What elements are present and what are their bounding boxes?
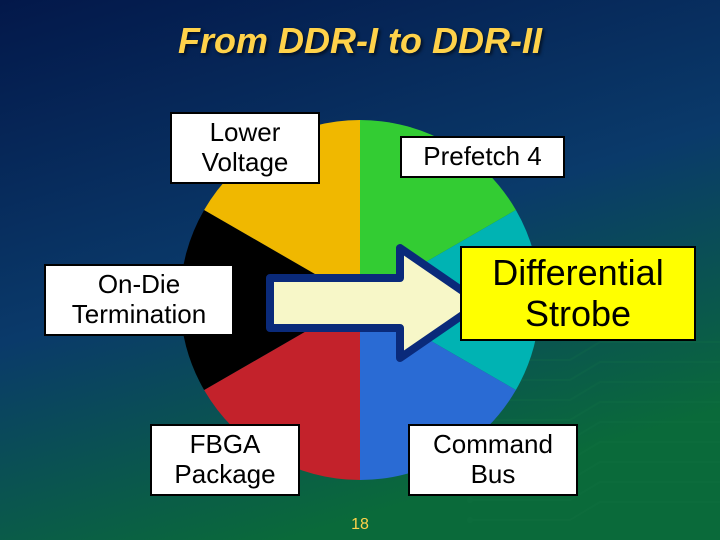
label-text-line: Voltage xyxy=(202,147,289,177)
label-text-line: Lower xyxy=(210,117,281,147)
slide: From DDR-I to DDR-II LowerVoltage Prefet… xyxy=(0,0,720,540)
label-text-line: Command xyxy=(433,429,553,459)
label-on-die-termination: On-DieTermination xyxy=(44,264,234,336)
label-text-line: Package xyxy=(174,459,275,489)
label-prefetch-4: Prefetch 4 xyxy=(400,136,565,178)
label-text-line: Strobe xyxy=(525,293,631,334)
label-text-line: FBGA xyxy=(190,429,261,459)
label-fbga-package: FBGAPackage xyxy=(150,424,300,496)
label-lower-voltage: LowerVoltage xyxy=(170,112,320,184)
page-number: 18 xyxy=(0,516,720,534)
label-text-line: Prefetch 4 xyxy=(423,141,542,171)
label-text-line: Differential xyxy=(492,252,663,293)
label-text-line: On-Die xyxy=(98,269,180,299)
label-command-bus: CommandBus xyxy=(408,424,578,496)
label-text-line: Termination xyxy=(72,299,206,329)
label-text-line: Bus xyxy=(471,459,516,489)
label-differential-strobe: DifferentialStrobe xyxy=(460,246,696,341)
